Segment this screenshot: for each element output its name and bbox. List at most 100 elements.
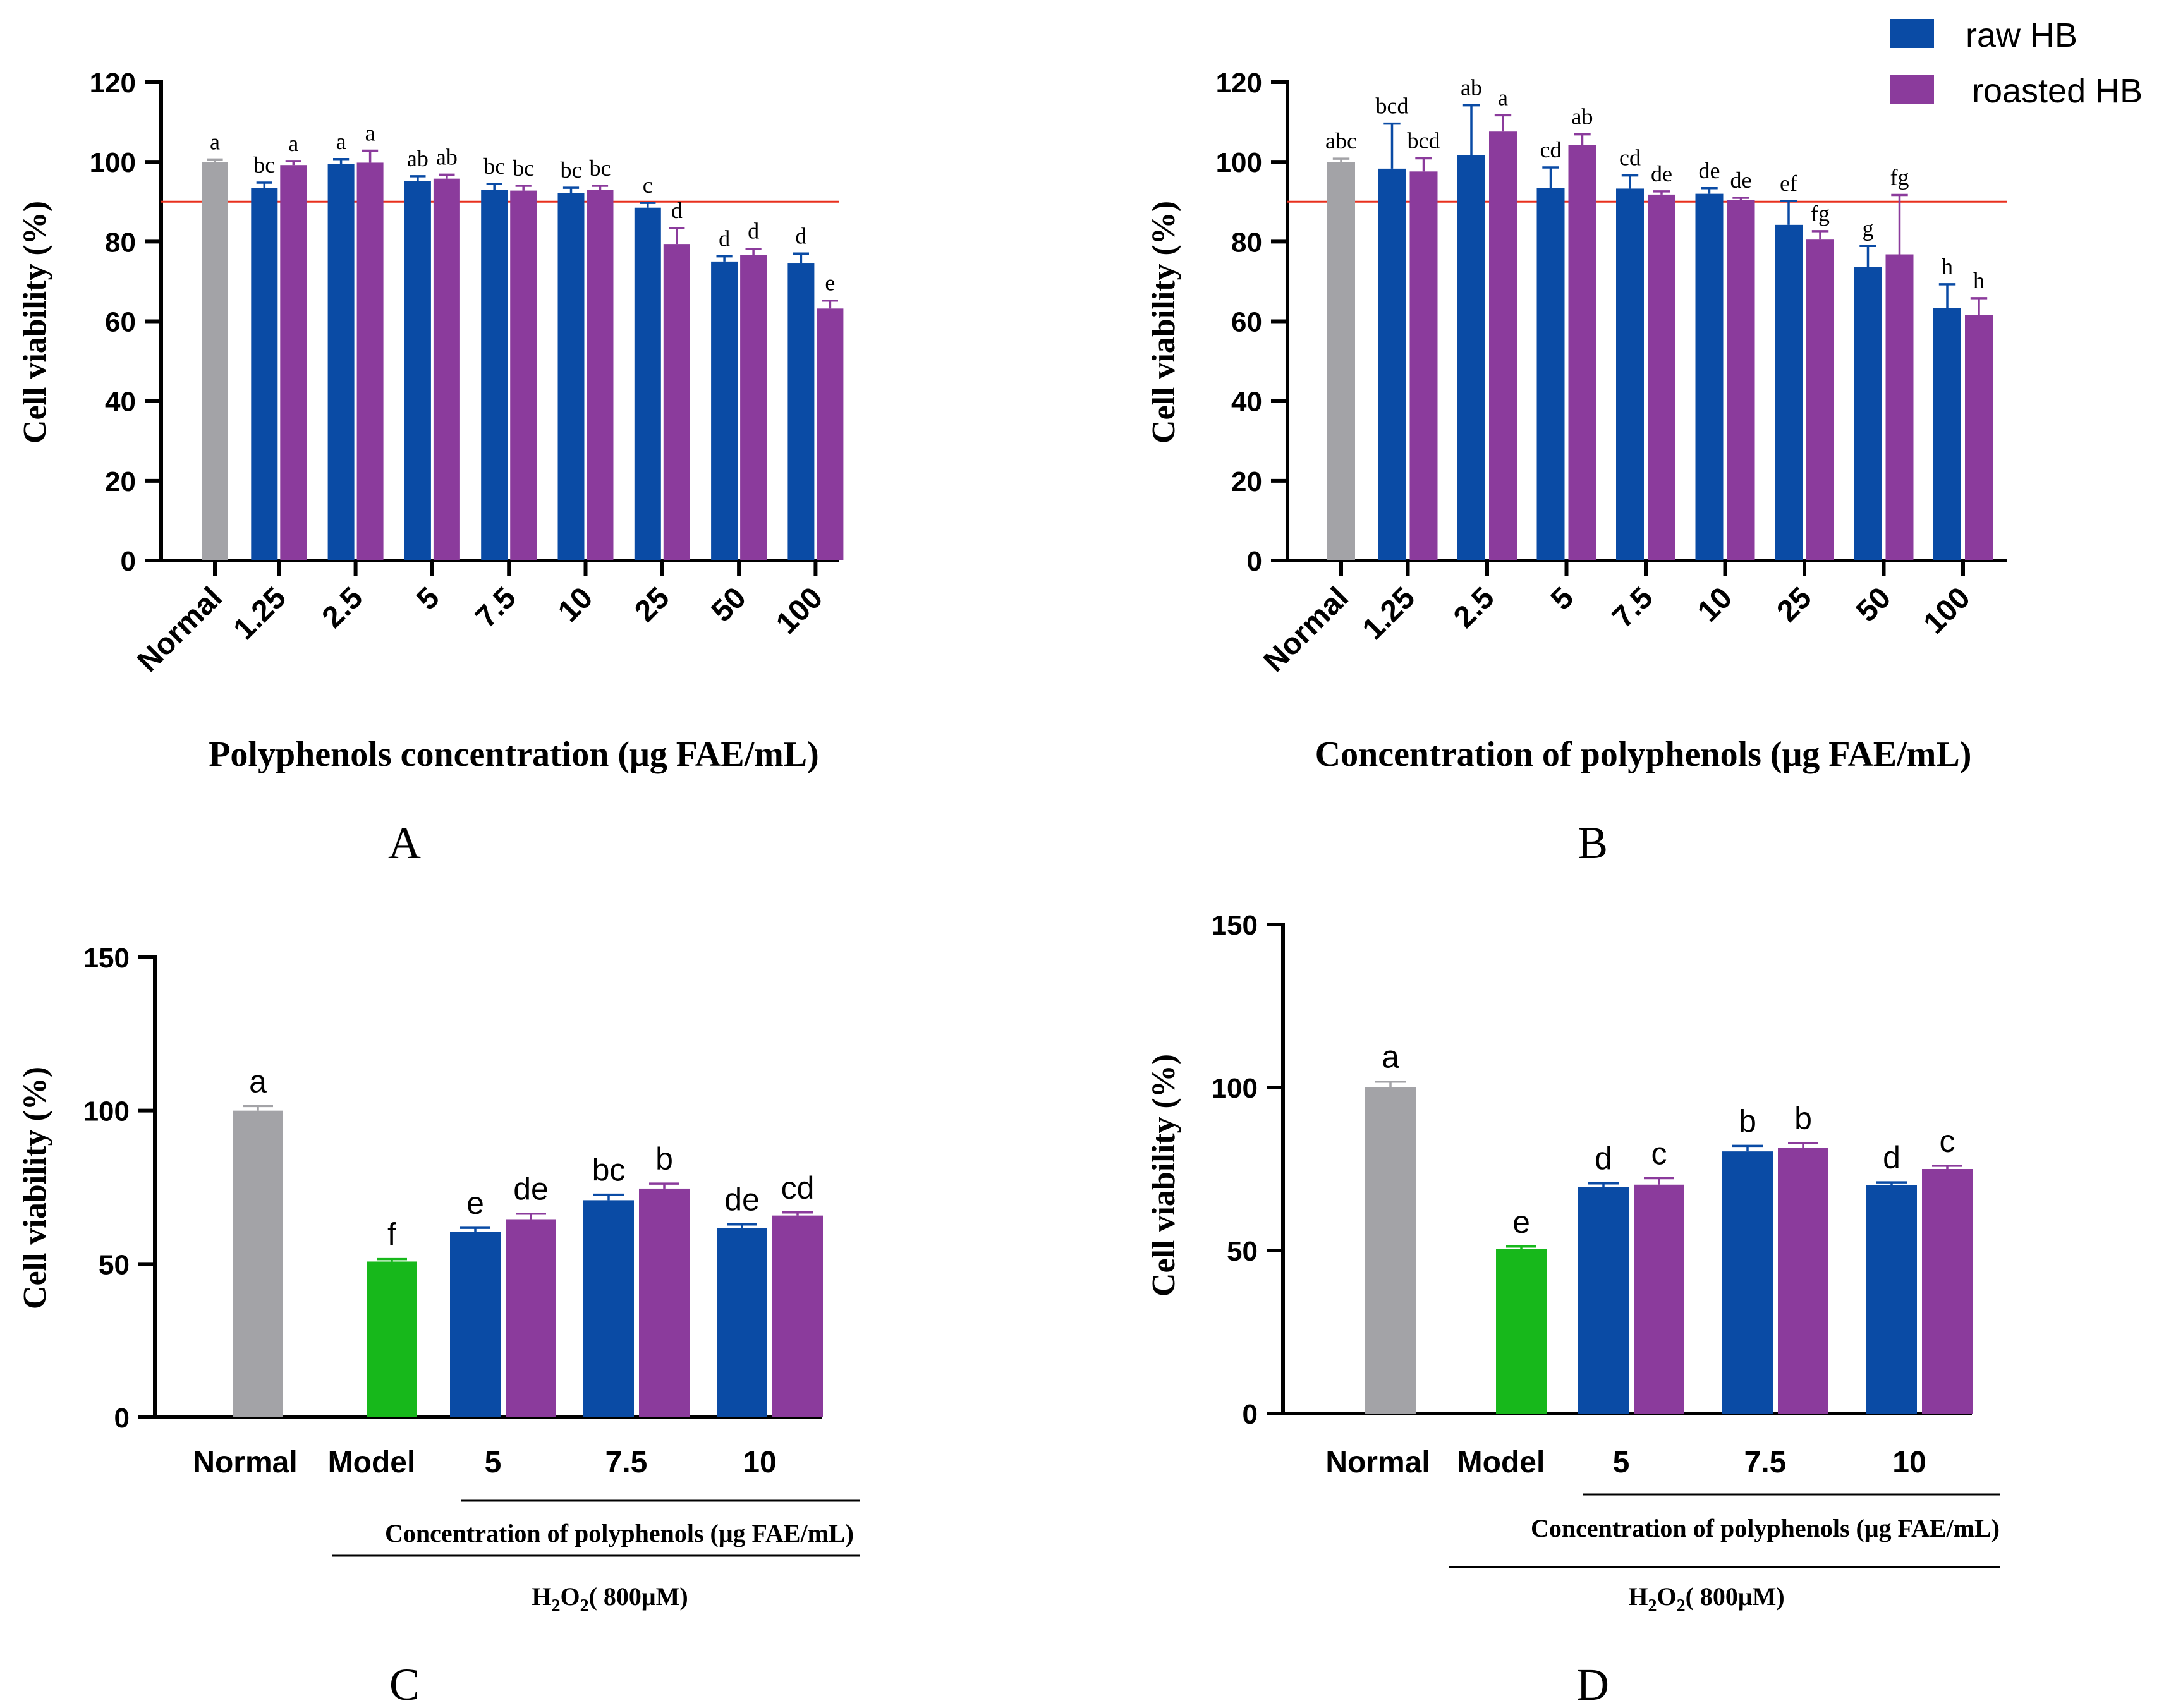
panel-d-x-tick-label: 7.5 — [1744, 1446, 1787, 1479]
panel-b-raw-3-bar — [1616, 188, 1644, 560]
panel-b-x-tick-label: 1.25 — [1356, 581, 1422, 646]
panel-d-raw-0-significance-letter: d — [1595, 1141, 1612, 1177]
panel-a-raw-4-bar — [557, 193, 585, 560]
panel-c-raw-1-bar — [583, 1200, 634, 1417]
panel-b-y-axis-label: Cell viability (%) — [1146, 201, 1182, 444]
panel-d-raw-2-bar — [1866, 1185, 1917, 1414]
panel-a-x-tick-label: 100 — [770, 581, 829, 640]
panel-b-x-axis-title: Concentration of polyphenols (μg FAE/mL) — [1315, 735, 1972, 774]
panel-b-y-tick-label: 0 — [1247, 546, 1262, 577]
panel-a-raw-2-bar — [404, 181, 431, 560]
panel-a-raw-3-significance-letter: bc — [483, 154, 505, 179]
legend-label-raw-hb: raw HB — [1966, 16, 2077, 54]
panel-a-raw-4-significance-letter: bc — [561, 157, 582, 183]
panel-c-roasted-1-significance-letter: b — [655, 1141, 673, 1177]
panel-a-raw-1-significance-letter: a — [336, 129, 346, 154]
panel-a-x-tick-label: 1.25 — [228, 581, 293, 646]
panel-a-raw-3-bar — [481, 190, 508, 560]
panel-a-x-tick-label: 50 — [705, 581, 753, 628]
panel-b-roasted-5-significance-letter: fg — [1811, 201, 1830, 226]
panel-a-roasted-0-bar — [280, 165, 307, 560]
panel-c-y-tick-label: 150 — [83, 943, 130, 974]
panel-a-y-tick-label: 0 — [121, 546, 136, 577]
panel-d-roasted-2-significance-letter: c — [1940, 1124, 1955, 1159]
panel-b-x-tick-label: 5 — [1545, 581, 1580, 616]
panel-b-raw-0-bar — [1378, 168, 1406, 560]
panel-b-roasted-6-bar — [1885, 254, 1914, 560]
panel-d: Cell viability (%) Concentration of poly… — [1146, 910, 2000, 1708]
panel-b-y-tick-label: 20 — [1231, 466, 1262, 497]
panel-b-roasted-4-bar — [1727, 200, 1755, 560]
panel-b-normal-significance-letter: abc — [1325, 128, 1357, 154]
panel-b-roasted-1-significance-letter: a — [1498, 85, 1508, 110]
panel-b-y-tick-label: 60 — [1231, 307, 1262, 338]
panel-d-raw-0-bar — [1578, 1187, 1629, 1414]
panel-d-roasted-2-bar — [1922, 1169, 1973, 1414]
panel-a-letter: A — [388, 818, 421, 868]
panel-d-model-significance-letter: e — [1512, 1204, 1530, 1240]
panel-b-raw-2-significance-letter: cd — [1540, 137, 1562, 162]
panel-b-raw-4-significance-letter: de — [1699, 158, 1720, 183]
panel-b-normal-bar — [1327, 162, 1355, 561]
panel-a-roasted-0-significance-letter: a — [288, 131, 298, 156]
panel-d-model-bar — [1496, 1249, 1547, 1414]
panel-a: Cell viability (%) Polyphenols concentra… — [17, 68, 844, 868]
panel-c-x-tick-label: Normal — [193, 1446, 297, 1479]
panel-b-roasted-7-significance-letter: h — [1973, 268, 1985, 293]
panel-c-y-axis-label: Cell viability (%) — [17, 1067, 53, 1309]
panel-c-roasted-2-bar — [772, 1215, 823, 1417]
panel-b-raw-1-significance-letter: ab — [1461, 75, 1482, 100]
panel-c-roasted-1-bar — [639, 1188, 690, 1417]
panel-d-y-tick-label: 150 — [1212, 910, 1258, 941]
panel-c-roasted-0-significance-letter: de — [513, 1172, 549, 1207]
panel-c-normal-bar — [233, 1110, 283, 1417]
panel-b-raw-1-bar — [1457, 155, 1485, 560]
panel-a-y-axis-label: Cell viability (%) — [17, 201, 53, 444]
panel-d-x-tick-label: 5 — [1613, 1446, 1630, 1479]
panel-d-raw-1-significance-letter: b — [1739, 1103, 1756, 1139]
panel-a-x-tick-label: 2.5 — [316, 581, 370, 634]
panel-a-roasted-3-bar — [510, 190, 537, 560]
panel-d-roasted-0-significance-letter: c — [1651, 1136, 1667, 1171]
panel-d-treatment-label: H2O2( 800μM) — [1628, 1582, 1784, 1616]
panel-d-y-axis-label: Cell viability (%) — [1146, 1054, 1182, 1297]
panel-d-x-tick-label: Normal — [1325, 1446, 1430, 1479]
panel-b-raw-5-bar — [1775, 224, 1803, 560]
panel-c-raw-2-bar — [717, 1228, 767, 1417]
panel-b-roasted-2-significance-letter: ab — [1572, 104, 1593, 130]
panel-a-roasted-7-significance-letter: e — [825, 270, 835, 296]
panel-b-raw-7-significance-letter: h — [1942, 254, 1953, 279]
panel-a-raw-2-significance-letter: ab — [407, 146, 429, 171]
panel-c-roasted-0-bar — [506, 1219, 556, 1417]
panel-a-roasted-2-bar — [433, 178, 460, 561]
panel-c-treatment-label: H2O2( 800μM) — [532, 1582, 688, 1616]
panel-b-raw-7-bar — [1933, 308, 1961, 560]
panel-c-raw-1-significance-letter: bc — [592, 1153, 626, 1188]
panel-c-x-tick-label: 5 — [485, 1446, 502, 1479]
panel-a-y-tick-label: 20 — [105, 466, 136, 497]
panel-a-x-tick-label: 7.5 — [469, 581, 523, 634]
panel-b-raw-5-significance-letter: ef — [1780, 171, 1797, 196]
panel-a-raw-5-significance-letter: c — [643, 173, 653, 198]
panel-c-y-tick-label: 0 — [114, 1403, 130, 1434]
panel-d-y-tick-label: 0 — [1243, 1399, 1258, 1430]
panel-d-raw-2-significance-letter: d — [1883, 1140, 1900, 1175]
panel-b-roasted-2-bar — [1568, 145, 1596, 560]
panel-b-raw-0-significance-letter: bcd — [1376, 94, 1409, 119]
panel-d-raw-1-bar — [1722, 1151, 1773, 1414]
panel-b-x-tick-label: 7.5 — [1606, 581, 1660, 634]
panel-a-roasted-6-bar — [740, 255, 767, 560]
panel-a-x-tick-label: 10 — [552, 581, 599, 628]
panel-b-roasted-3-bar — [1648, 194, 1675, 560]
panel-b-y-tick-label: 40 — [1231, 387, 1262, 418]
panel-a-x-axis-title: Polyphenols concentration (μg FAE/mL) — [209, 735, 819, 774]
panel-b-x-tick-label: 2.5 — [1447, 581, 1501, 634]
panel-a-raw-6-significance-letter: d — [719, 226, 730, 251]
panel-b-roasted-3-significance-letter: de — [1651, 161, 1672, 186]
panel-d-roasted-1-bar — [1778, 1148, 1828, 1414]
panel-a-normal-bar — [202, 162, 228, 561]
panel-d-group-label: Concentration of polyphenols (μg FAE/mL) — [1531, 1514, 2000, 1542]
panel-c-normal-significance-letter: a — [249, 1063, 267, 1099]
svg-text:H2O2( 800μM): H2O2( 800μM) — [532, 1582, 688, 1616]
panel-a-raw-7-bar — [787, 263, 815, 560]
